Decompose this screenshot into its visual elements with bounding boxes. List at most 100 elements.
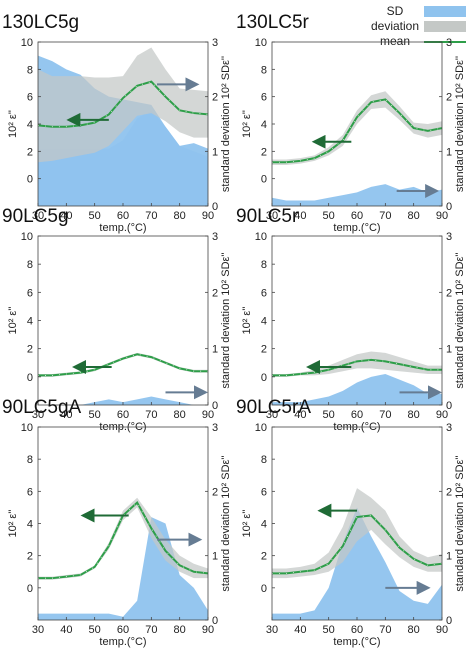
- y-left-tick-label: 4: [261, 119, 267, 131]
- y-right-tick-label: 2: [212, 287, 218, 299]
- x-tick-label: 40: [60, 210, 72, 222]
- sd-area: [38, 396, 208, 405]
- x-tick-label: 40: [294, 409, 306, 421]
- y-left-tick-label: 2: [261, 551, 267, 563]
- y-right-tick-label: 2: [212, 92, 218, 104]
- y-right-axis-label: standard deviation 10² SDε'': [220, 56, 232, 192]
- x-tick-label: 80: [408, 624, 420, 636]
- y-right-tick-label: 3: [212, 422, 218, 434]
- panel-90LC5g: 30 40 50 60 70 80 900246810012390LC5gtemp.(°C)…: [2, 206, 232, 433]
- legend-swatch-deviation: [424, 21, 466, 32]
- x-tick-label: 60: [351, 409, 363, 421]
- x-tick-label: 60: [117, 210, 129, 222]
- y-left-tick-label: 0: [261, 583, 267, 595]
- x-tick-label: 70: [145, 624, 157, 636]
- panel-130LC5g: 30 40 50 60 70 80 9002468100123130LC5gtemp.(°C…: [2, 12, 232, 234]
- y-right-tick-label: 1: [212, 146, 218, 158]
- x-tick-label: 80: [408, 210, 420, 222]
- y-right-tick-label: 0: [212, 201, 218, 213]
- y-left-tick-label: 0: [27, 174, 33, 186]
- x-tick-label: 30: [266, 210, 278, 222]
- x-tick-label: 90: [436, 210, 448, 222]
- y-left-tick-label: 10: [255, 37, 267, 49]
- y-right-axis-label: standard deviation 10² SDε'': [454, 455, 466, 591]
- y-right-tick-label: 2: [446, 486, 452, 498]
- y-left-axis-label: 10² ε'': [241, 110, 253, 138]
- panel-title: 90LC5rA: [236, 397, 311, 418]
- x-tick-label: 70: [379, 210, 391, 222]
- y-left-tick-label: 6: [27, 287, 33, 299]
- y-left-axis-label: 10² ε'': [241, 509, 253, 537]
- legend-label: SD: [387, 4, 404, 18]
- y-right-tick-label: 3: [446, 37, 452, 49]
- y-right-axis-label: standard deviation 10² SDε'': [220, 252, 232, 388]
- y-right-tick-label: 1: [446, 344, 452, 356]
- y-right-tick-label: 0: [212, 400, 218, 412]
- sd-area: [272, 184, 442, 206]
- x-tick-label: 90: [436, 409, 448, 421]
- deviation-band: [38, 352, 208, 377]
- x-tick-label: 30: [32, 210, 44, 222]
- x-tick-label: 90: [202, 409, 214, 421]
- panel-title: 130LC5g: [2, 12, 79, 33]
- y-left-tick-label: 10: [21, 231, 33, 243]
- x-tick-label: 40: [294, 624, 306, 636]
- y-right-tick-label: 2: [212, 486, 218, 498]
- y-right-axis-label: standard deviation 10² SDε'': [220, 455, 232, 591]
- x-tick-label: 60: [117, 409, 129, 421]
- legend-label: deviation: [371, 19, 419, 33]
- y-left-tick-label: 6: [27, 92, 33, 104]
- y-right-tick-label: 2: [446, 287, 452, 299]
- x-tick-label: 80: [174, 409, 186, 421]
- x-axis-label: temp.(°C): [333, 222, 380, 234]
- y-left-axis-label: 10² ε'': [7, 110, 19, 138]
- y-right-tick-label: 0: [212, 615, 218, 627]
- x-tick-label: 30: [32, 409, 44, 421]
- x-axis-label: temp.(°C): [99, 222, 146, 234]
- panel-90LC5rA: 30 40 50 60 70 80 900246810012390LC5rAtemp.(°C…: [236, 397, 466, 648]
- x-tick-label: 80: [174, 624, 186, 636]
- y-left-tick-label: 4: [27, 519, 33, 531]
- y-right-tick-label: 0: [446, 615, 452, 627]
- x-tick-label: 50: [89, 210, 101, 222]
- sd-area-inner: [38, 110, 208, 206]
- y-left-tick-label: 8: [261, 259, 267, 271]
- panel-title: 130LC5r: [236, 12, 310, 33]
- x-tick-label: 40: [60, 624, 72, 636]
- y-left-axis-label: 10² ε'': [7, 306, 19, 334]
- mean-line-highlight: [272, 515, 442, 574]
- x-tick-label: 50: [323, 409, 335, 421]
- y-right-tick-label: 1: [212, 551, 218, 563]
- y-left-tick-label: 2: [27, 146, 33, 158]
- x-tick-label: 70: [145, 409, 157, 421]
- sd-area: [272, 374, 442, 405]
- x-axis-label: temp.(°C): [333, 636, 380, 648]
- y-left-tick-label: 6: [261, 92, 267, 104]
- x-tick-label: 80: [174, 210, 186, 222]
- y-left-tick-label: 6: [261, 287, 267, 299]
- y-left-tick-label: 8: [27, 64, 33, 76]
- y-left-tick-label: 10: [21, 37, 33, 49]
- x-tick-label: 50: [89, 624, 101, 636]
- x-tick-label: 30: [32, 624, 44, 636]
- y-left-tick-label: 4: [261, 519, 267, 531]
- y-right-axis-label: standard deviation 10² SDε'': [454, 56, 466, 192]
- x-tick-label: 70: [145, 210, 157, 222]
- panel-title: 90LC5r: [236, 206, 299, 227]
- y-left-tick-label: 4: [27, 119, 33, 131]
- x-tick-label: 40: [60, 409, 72, 421]
- y-right-tick-label: 0: [446, 400, 452, 412]
- y-right-tick-label: 1: [212, 344, 218, 356]
- y-right-tick-label: 3: [212, 37, 218, 49]
- x-tick-label: 50: [323, 624, 335, 636]
- y-left-tick-label: 10: [21, 422, 33, 434]
- y-left-tick-label: 2: [261, 344, 267, 356]
- x-tick-label: 60: [117, 624, 129, 636]
- deviation-band: [38, 497, 208, 580]
- deviation-band: [272, 488, 442, 579]
- x-tick-label: 40: [294, 210, 306, 222]
- panel-90LC5r: 30 40 50 60 70 80 900246810012390LC5rtemp.(°C)…: [236, 206, 466, 433]
- panel-title: 90LC5g: [2, 206, 69, 227]
- sd-area: [272, 507, 442, 620]
